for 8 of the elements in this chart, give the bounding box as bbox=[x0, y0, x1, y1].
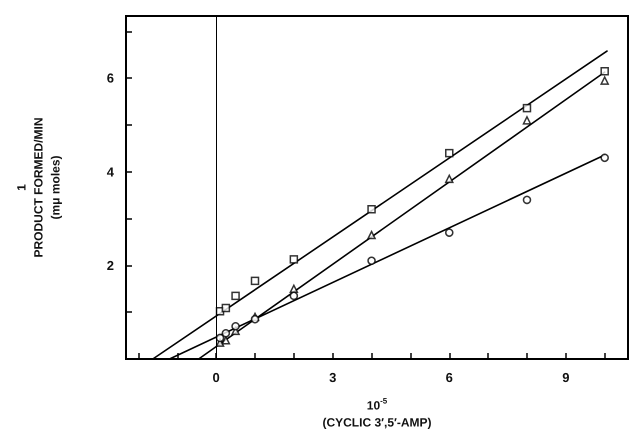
y-tick-label: 6 bbox=[106, 70, 114, 86]
y-tick-label: 4 bbox=[106, 164, 115, 180]
x-tick-label: 9 bbox=[562, 370, 570, 385]
x-tick-label: 3 bbox=[329, 370, 336, 385]
x-tick-label: 6 bbox=[446, 370, 453, 385]
y-tick-label: 2 bbox=[106, 258, 114, 273]
x-tick-label: 0 bbox=[212, 370, 220, 385]
y-axis-title: 1 PRODUCT FORMED/MIN (mμ moles) bbox=[14, 118, 62, 258]
